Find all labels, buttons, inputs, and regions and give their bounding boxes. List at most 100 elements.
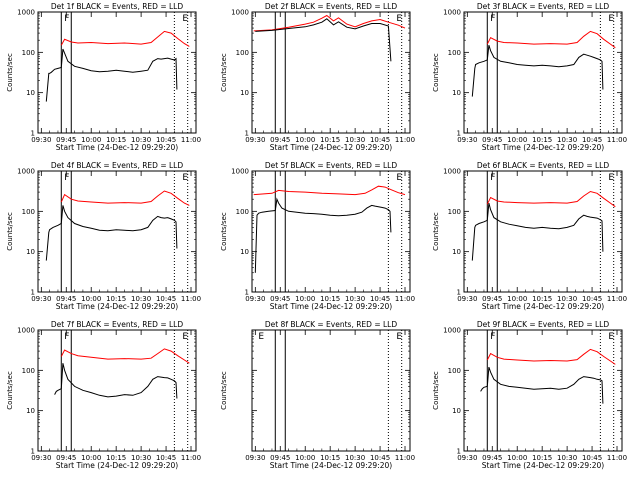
y-axis-label: Counts/sec: [432, 371, 440, 410]
x-tick-label: 09:45: [56, 454, 76, 462]
x-tick-label: 09:30: [245, 136, 265, 144]
y-tick-label: 100: [236, 208, 249, 216]
x-tick-label: 10:30: [345, 136, 365, 144]
y-tick-label: 1000: [17, 327, 35, 335]
x-tick-label: 11:00: [181, 136, 201, 144]
y-tick-label: 100: [448, 208, 461, 216]
panel-det-6: Det 6f BLACK = Events, RED = LLD 1 10 100 10…: [432, 161, 627, 311]
x-tick-label: 10:30: [131, 136, 151, 144]
panel-title: Det 1f BLACK = Events, RED = LLD: [51, 2, 184, 11]
x-tick-label: 10:45: [156, 454, 176, 462]
panel-det-3: Det 3f BLACK = Events, RED = LLD 1 10 100 10…: [432, 2, 627, 152]
plot-frame: [463, 11, 623, 134]
x-tick-label: 10:15: [106, 454, 126, 462]
y-axis-label: Counts/sec: [432, 212, 440, 251]
lld-series-line: [253, 14, 406, 32]
events-series-line: [254, 197, 392, 273]
x-axis-label: Start Time (24-Dec-12 09:29:20): [270, 461, 392, 470]
interval-marker-label: F: [64, 173, 69, 183]
x-tick-label: 09:45: [270, 454, 290, 462]
lld-series-line: [486, 190, 616, 208]
panel-det-8: Det 8f BLACK = Events, RED = LLD 09:30 09:…: [220, 320, 415, 470]
x-tick-label: 09:30: [245, 454, 265, 462]
y-tick-label: 100: [236, 49, 249, 57]
x-tick-label: 10:30: [131, 295, 151, 303]
y-tick-label: 1: [245, 289, 249, 297]
x-tick-label: 10:00: [81, 136, 101, 144]
x-tick-label: 09:45: [56, 136, 76, 144]
x-tick-label: 09:45: [270, 136, 290, 144]
panel-det-5: Det 5f BLACK = Events, RED = LLD 1 10 100 10…: [220, 161, 415, 311]
y-axis-label: Counts/sec: [220, 212, 228, 251]
x-tick-label: 10:15: [320, 454, 340, 462]
x-tick-label: 10:00: [81, 454, 101, 462]
x-tick-label: 10:00: [81, 295, 101, 303]
x-tick-label: 10:45: [582, 136, 602, 144]
y-axis-label: Counts/sec: [6, 371, 14, 410]
x-tick-label: 09:30: [457, 295, 477, 303]
x-tick-label: 11:00: [395, 136, 415, 144]
interval-marker-label: E: [182, 173, 188, 183]
y-tick-label: 1000: [17, 168, 35, 176]
x-tick-label: 11:00: [607, 136, 627, 144]
x-tick-label: 10:45: [156, 136, 176, 144]
x-tick-label: 10:45: [582, 454, 602, 462]
events-series-line: [45, 48, 178, 102]
interval-marker-label: F: [64, 14, 69, 24]
lld-series-line: [60, 190, 190, 206]
y-tick-label: 1000: [17, 9, 35, 17]
x-tick-label: 10:00: [295, 295, 315, 303]
plot-frame: [37, 329, 197, 452]
panel-det-2: Det 2f BLACK = Events, RED = LLD 1 10 100 10…: [220, 2, 415, 152]
x-tick-label: 10:00: [295, 454, 315, 462]
x-tick-label: 11:00: [181, 295, 201, 303]
x-tick-label: 09:30: [457, 136, 477, 144]
events-series-line: [45, 205, 178, 261]
panel-title: Det 4f BLACK = Events, RED = LLD: [51, 161, 184, 170]
x-tick-label: 10:00: [507, 454, 527, 462]
y-tick-label: 100: [448, 367, 461, 375]
x-tick-label: 10:45: [582, 295, 602, 303]
x-tick-label: 10:00: [507, 295, 527, 303]
x-tick-label: 09:45: [56, 295, 76, 303]
y-tick-label: 10: [26, 407, 35, 415]
y-tick-label: 10: [240, 248, 249, 256]
x-axis-label: Start Time (24-Dec-12 09:29:20): [482, 143, 604, 152]
interval-marker-label: E: [396, 173, 402, 183]
plot-frame: [251, 329, 411, 452]
x-tick-label: 09:45: [482, 295, 502, 303]
interval-marker-label: F: [64, 332, 69, 342]
x-tick-label: 10:15: [320, 295, 340, 303]
plot-frame: [37, 170, 197, 293]
y-axis-label: Counts/sec: [432, 53, 440, 92]
y-axis-label: Counts/sec: [220, 371, 228, 410]
x-axis-label: Start Time (24-Dec-12 09:29:20): [56, 302, 178, 311]
panel-title: Det 2f BLACK = Events, RED = LLD: [265, 2, 398, 11]
x-tick-label: 11:00: [395, 454, 415, 462]
x-tick-label: 10:00: [507, 136, 527, 144]
plot-frame: [37, 11, 197, 134]
x-tick-label: 10:15: [106, 295, 126, 303]
x-tick-label: 11:00: [607, 454, 627, 462]
interval-marker-label: F: [490, 332, 495, 342]
x-tick-label: 11:00: [607, 295, 627, 303]
interval-marker-label: F: [490, 173, 495, 183]
y-tick-label: 100: [22, 208, 35, 216]
interval-marker-label: E: [258, 332, 264, 342]
x-tick-label: 10:15: [320, 136, 340, 144]
y-tick-label: 100: [22, 49, 35, 57]
panel-title: Det 6f BLACK = Events, RED = LLD: [477, 161, 610, 170]
y-tick-label: 10: [452, 248, 461, 256]
y-tick-label: 1: [457, 289, 461, 297]
y-tick-label: 100: [448, 49, 461, 57]
x-tick-label: 09:30: [31, 136, 51, 144]
plot-frame: [463, 170, 623, 293]
x-tick-label: 10:30: [557, 295, 577, 303]
y-tick-label: 1: [31, 130, 35, 138]
interval-marker-label: E: [608, 332, 614, 342]
x-tick-label: 09:45: [482, 454, 502, 462]
events-series-line: [54, 363, 178, 399]
x-tick-label: 10:15: [532, 136, 552, 144]
y-tick-label: 1: [245, 130, 249, 138]
